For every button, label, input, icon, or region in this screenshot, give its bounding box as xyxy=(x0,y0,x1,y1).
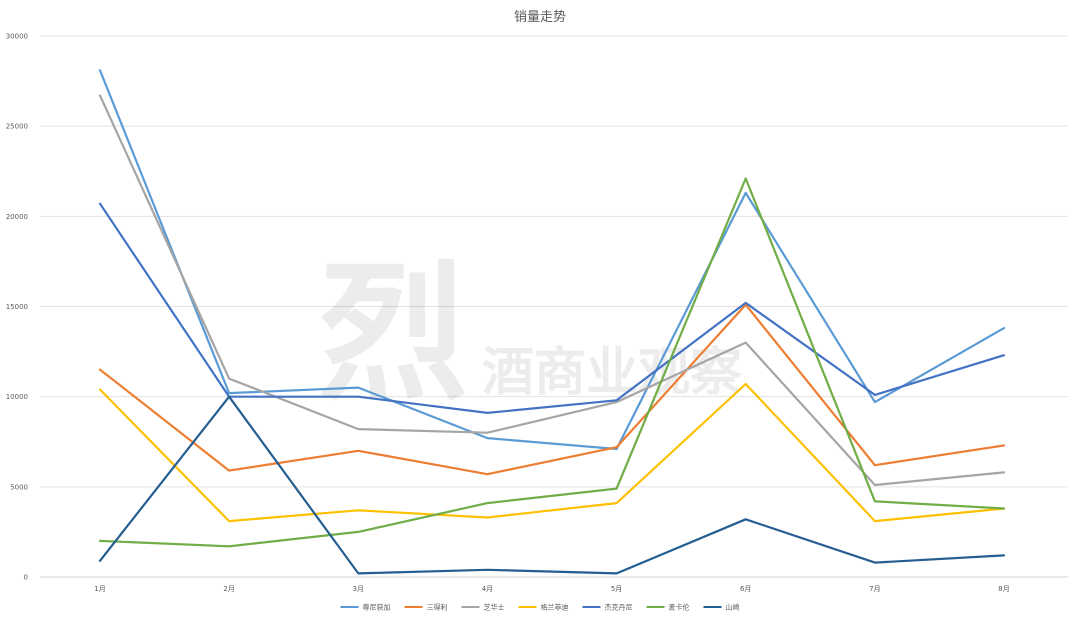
legend-item: 芝华士 xyxy=(461,603,505,612)
y-tick-label: 15000 xyxy=(6,303,28,311)
watermark-logo: 烈 xyxy=(318,245,468,421)
series-line xyxy=(98,202,1006,414)
legend-item: 三得利 xyxy=(404,603,448,612)
series-line xyxy=(98,395,1006,575)
x-tick-label: 2月 xyxy=(223,585,234,593)
legend-label: 尊尼获加 xyxy=(363,603,391,612)
legend-label: 芝华士 xyxy=(484,603,505,612)
series-line xyxy=(98,177,1006,548)
legend-label: 三得利 xyxy=(427,603,448,612)
x-tick-label: 5月 xyxy=(611,585,622,593)
series-line xyxy=(98,382,1006,523)
gridlines xyxy=(40,35,1068,578)
y-tick-label: 0 xyxy=(24,574,28,582)
y-tick-label: 30000 xyxy=(6,33,28,41)
x-axis-ticks: 1月 2月 3月 4月 5月 6月 7月 8月 xyxy=(94,585,1009,593)
y-tick-label: 25000 xyxy=(6,123,28,131)
series-line xyxy=(98,303,1006,476)
legend-item: 杰克丹尼 xyxy=(582,603,633,612)
series-line xyxy=(98,94,1006,487)
legend-label: 杰克丹尼 xyxy=(605,603,633,612)
x-tick-label: 3月 xyxy=(353,585,364,593)
x-tick-label: 8月 xyxy=(998,585,1009,593)
x-tick-label: 4月 xyxy=(482,585,493,593)
x-tick-label: 1月 xyxy=(94,585,105,593)
watermark: 烈 酒商业观察 xyxy=(318,245,742,421)
y-tick-label: 20000 xyxy=(6,213,28,221)
chart-title: 销量走势 xyxy=(514,9,566,25)
series-line xyxy=(98,69,1006,451)
y-tick-label: 10000 xyxy=(6,393,28,401)
legend-item: 格兰菲迪 xyxy=(518,603,569,612)
legend: 尊尼获加 三得利 芝华士 格兰菲迪 杰克丹尼 麦卡伦 山崎 xyxy=(340,603,740,612)
legend-item: 山崎 xyxy=(703,603,740,612)
legend-label: 山崎 xyxy=(726,603,740,612)
series-lines xyxy=(98,69,1006,575)
y-tick-label: 5000 xyxy=(10,483,28,491)
legend-label: 格兰菲迪 xyxy=(541,603,569,612)
legend-item: 尊尼获加 xyxy=(340,603,391,612)
watermark-text: 酒商业观察 xyxy=(482,342,742,403)
legend-label: 麦卡伦 xyxy=(669,603,690,612)
y-axis-ticks: 0 5000 10000 15000 20000 25000 30000 xyxy=(6,33,28,582)
x-tick-label: 6月 xyxy=(740,585,751,593)
legend-item: 麦卡伦 xyxy=(646,603,690,612)
x-tick-label: 7月 xyxy=(869,585,880,593)
